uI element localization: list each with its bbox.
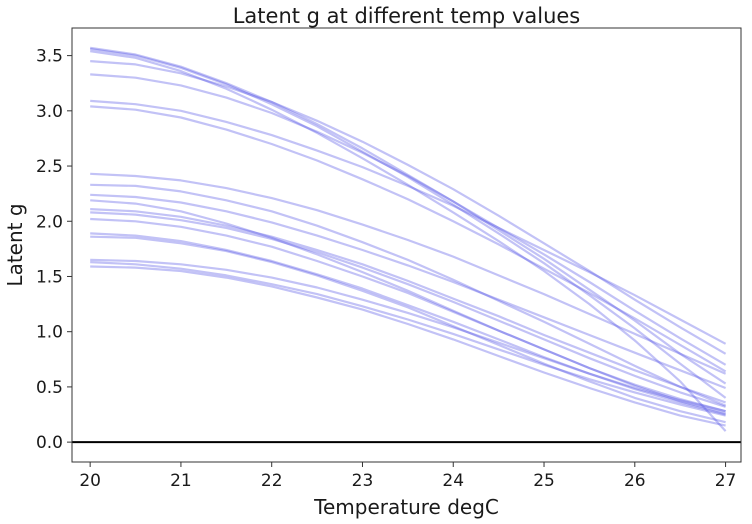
- x-tick-label: 23: [352, 471, 374, 491]
- x-axis-ticks: 20 21 22 23 24 25 26 27: [79, 462, 736, 491]
- series-line-7: [90, 105, 727, 373]
- series-line-19: [90, 265, 726, 427]
- series-line-3: [90, 50, 727, 432]
- x-tick-label: 21: [170, 471, 192, 491]
- x-tick-label: 26: [624, 471, 646, 491]
- series-line-15: [90, 232, 726, 416]
- x-tick-label: 24: [442, 471, 464, 491]
- y-axis-ticks: 0.0 0.5 1.0 1.5 2.0 2.5 3.0 3.5: [36, 47, 72, 453]
- series-line-4: [90, 60, 727, 355]
- series-line-17: [90, 258, 726, 413]
- series-line-2: [90, 47, 727, 399]
- y-tick-label: 3.5: [36, 47, 63, 67]
- y-tick-label: 0.5: [36, 378, 63, 398]
- y-tick-label: 3.0: [36, 102, 63, 122]
- y-tick-label: 0.0: [36, 433, 63, 453]
- series-line-6: [90, 99, 727, 345]
- series-line-11: [90, 199, 726, 413]
- y-tick-label: 1.5: [36, 267, 63, 287]
- series-line-18: [90, 261, 726, 417]
- plot-frame: [71, 27, 742, 463]
- series-line-1: [90, 46, 727, 385]
- series-line-10: [90, 193, 726, 390]
- series-line-16: [90, 235, 726, 424]
- y-tick-label: 2.0: [36, 212, 63, 232]
- series-layer: [90, 46, 727, 432]
- x-axis-label: Temperature degC: [313, 495, 499, 519]
- x-tick-label: 27: [715, 471, 737, 491]
- chart-title: Latent g at different temp values: [233, 4, 581, 28]
- y-tick-label: 2.5: [36, 157, 63, 177]
- series-line-12: [90, 208, 726, 404]
- x-tick-label: 25: [533, 471, 555, 491]
- series-line-14: [90, 217, 726, 415]
- y-tick-label: 1.0: [36, 323, 63, 343]
- x-tick-label: 22: [261, 471, 283, 491]
- series-line-13: [90, 211, 726, 408]
- y-axis-label: Latent g: [3, 203, 27, 286]
- series-line-8: [90, 172, 727, 375]
- x-tick-label: 20: [79, 471, 101, 491]
- series-line-5: [90, 73, 727, 366]
- series-line-9: [90, 183, 727, 407]
